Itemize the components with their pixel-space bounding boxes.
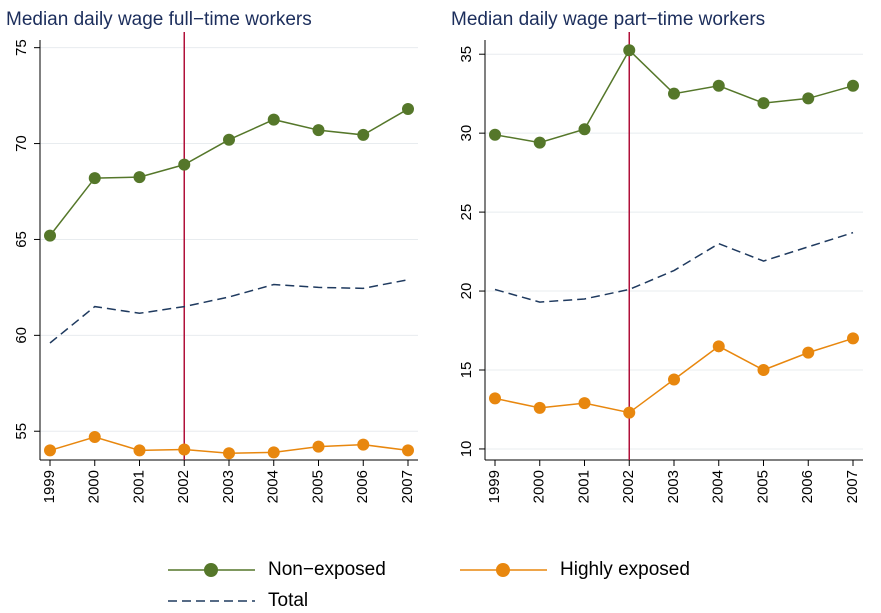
series-line bbox=[494, 231, 854, 303]
y-tick-label: 55 bbox=[13, 423, 30, 440]
x-tick-label: 2003 bbox=[220, 470, 237, 503]
y-tick-label: 15 bbox=[458, 362, 475, 379]
data-point bbox=[489, 128, 501, 141]
data-point bbox=[223, 133, 235, 146]
data-point bbox=[44, 229, 56, 242]
y-tick-label: 35 bbox=[458, 46, 475, 63]
legend-label: Non−exposed bbox=[268, 559, 386, 580]
y-tick-label: 10 bbox=[458, 441, 475, 458]
y-tick-label: 25 bbox=[458, 204, 475, 221]
x-tick-label: 1999 bbox=[41, 470, 58, 503]
x-tick-label: 2003 bbox=[665, 470, 682, 503]
legend-marker bbox=[496, 563, 510, 577]
data-point bbox=[267, 113, 280, 126]
x-tick-label: 2000 bbox=[531, 470, 548, 503]
data-point bbox=[668, 87, 680, 100]
data-point bbox=[88, 430, 101, 443]
data-point bbox=[178, 158, 191, 171]
chart-title: Median daily wage part−time workers bbox=[451, 9, 765, 30]
x-tick-label: 2004 bbox=[265, 470, 282, 503]
data-point bbox=[533, 401, 546, 414]
x-tick-label: 2001 bbox=[575, 470, 592, 503]
data-point bbox=[357, 128, 370, 141]
data-point bbox=[312, 124, 325, 137]
data-point bbox=[402, 103, 414, 116]
x-tick-label: 2007 bbox=[844, 470, 861, 503]
x-tick-label: 2000 bbox=[86, 470, 103, 503]
data-point bbox=[802, 92, 815, 105]
data-point bbox=[847, 79, 859, 92]
data-point bbox=[178, 443, 191, 456]
data-point bbox=[357, 438, 370, 451]
data-point bbox=[133, 444, 146, 457]
y-tick-label: 65 bbox=[13, 231, 30, 248]
x-tick-label: 2005 bbox=[309, 470, 326, 503]
data-point bbox=[44, 444, 56, 457]
y-tick-label: 20 bbox=[458, 283, 475, 300]
x-tick-label: 2004 bbox=[710, 470, 727, 503]
y-tick-label: 75 bbox=[13, 39, 30, 56]
data-point bbox=[623, 406, 636, 419]
data-point bbox=[802, 346, 815, 359]
series-line bbox=[49, 108, 409, 237]
legend-label: Highly exposed bbox=[560, 559, 690, 580]
data-point bbox=[133, 171, 146, 184]
x-tick-label: 2007 bbox=[399, 470, 416, 503]
y-tick-label: 70 bbox=[13, 135, 30, 152]
data-point bbox=[847, 332, 859, 345]
x-tick-label: 2005 bbox=[754, 470, 771, 503]
data-point bbox=[578, 123, 591, 136]
data-point bbox=[267, 446, 280, 459]
x-tick-label: 2006 bbox=[799, 470, 816, 503]
data-point bbox=[712, 340, 725, 353]
data-point bbox=[88, 172, 101, 185]
legend-marker bbox=[204, 563, 218, 577]
data-point bbox=[578, 397, 591, 410]
data-point bbox=[757, 97, 770, 110]
data-point bbox=[668, 373, 680, 386]
x-tick-label: 2002 bbox=[620, 470, 637, 503]
data-point bbox=[402, 444, 414, 457]
data-point bbox=[489, 392, 501, 405]
data-point bbox=[533, 136, 546, 149]
series-line bbox=[49, 278, 409, 344]
chart-title: Median daily wage full−time workers bbox=[6, 9, 312, 30]
y-tick-label: 30 bbox=[458, 125, 475, 142]
data-point bbox=[312, 440, 325, 453]
data-point bbox=[712, 79, 725, 92]
data-point bbox=[757, 364, 770, 376]
x-tick-label: 1999 bbox=[486, 470, 503, 503]
data-point bbox=[223, 447, 235, 460]
y-tick-label: 60 bbox=[13, 327, 30, 344]
x-tick-label: 2006 bbox=[354, 470, 371, 503]
legend-label: Total bbox=[268, 590, 308, 611]
data-point bbox=[623, 44, 636, 57]
x-tick-label: 2001 bbox=[130, 470, 147, 503]
x-tick-label: 2002 bbox=[175, 470, 192, 503]
